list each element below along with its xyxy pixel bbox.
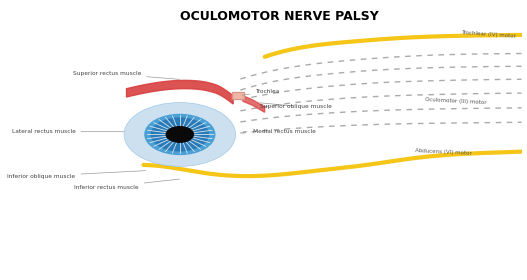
Text: Abducens (VI) motor: Abducens (VI) motor [415, 148, 472, 157]
Text: OCULOMOTOR NERVE PALSY: OCULOMOTOR NERVE PALSY [180, 10, 378, 23]
Polygon shape [243, 96, 265, 112]
Circle shape [151, 118, 209, 151]
Text: Trochlea: Trochlea [242, 89, 279, 95]
Polygon shape [126, 80, 233, 104]
Text: Inferior oblique muscle: Inferior oblique muscle [7, 171, 145, 179]
Text: Inferior rectus muscle: Inferior rectus muscle [74, 179, 180, 190]
Circle shape [145, 115, 214, 154]
Ellipse shape [124, 102, 236, 166]
Text: Oculomotor (III) motor: Oculomotor (III) motor [425, 97, 486, 105]
Text: Superior rectus muscle: Superior rectus muscle [73, 71, 180, 79]
Text: Superior oblique muscle: Superior oblique muscle [260, 103, 331, 109]
Circle shape [166, 127, 193, 142]
Polygon shape [232, 92, 245, 99]
Text: Trochlear (IV) motor: Trochlear (IV) motor [461, 30, 516, 39]
Text: Medial rectus muscle: Medial rectus muscle [243, 129, 316, 134]
Text: Lateral rectus muscle: Lateral rectus muscle [12, 129, 124, 134]
